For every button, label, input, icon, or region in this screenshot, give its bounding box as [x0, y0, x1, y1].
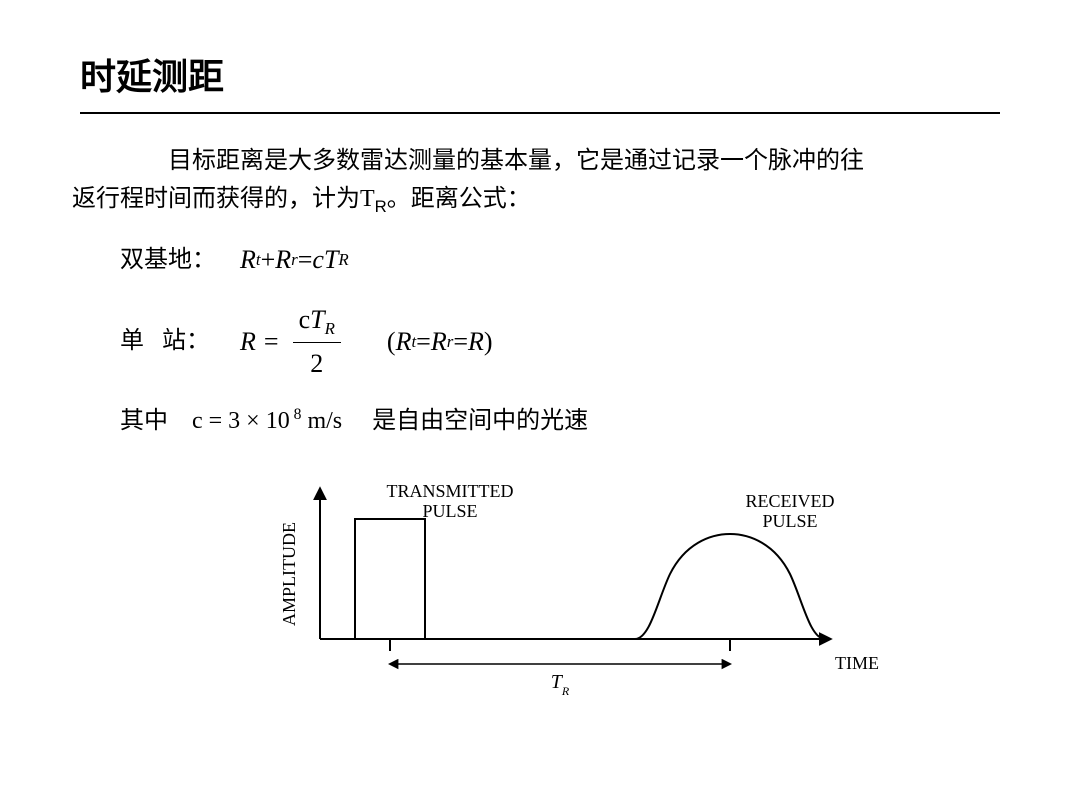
paren-open: (: [387, 321, 396, 363]
monostatic-row: 单 站： R = cTR 2 ( Rt = Rr = R ): [120, 299, 1000, 385]
intro-paragraph: 目标距离是大多数雷达测量的基本量，它是通过记录一个脉冲的往 返行程时间而获得的，…: [120, 142, 1000, 221]
svg-text:RECEIVED: RECEIVED: [746, 491, 835, 511]
svg-text:TIME: TIME: [835, 653, 879, 673]
frac-den: 2: [304, 343, 329, 385]
p-eq1: =: [416, 321, 431, 363]
cTr-sub: R: [338, 246, 348, 273]
p-Rr: R: [431, 321, 447, 363]
frac-T: T: [310, 305, 324, 334]
pulse-diagram: AMPLITUDETRANSMITTEDPULSERECEIVEDPULSETI…: [240, 469, 880, 699]
svg-text:TRANSMITTED: TRANSMITTED: [387, 481, 514, 501]
slide-body: 目标距离是大多数雷达测量的基本量，它是通过记录一个脉冲的往 返行程时间而获得的，…: [80, 142, 1000, 699]
monostatic-label: 单 站：: [120, 322, 240, 360]
pulse-diagram-wrap: AMPLITUDETRANSMITTEDPULSERECEIVEDPULSETI…: [120, 469, 1000, 699]
svg-text:PULSE: PULSE: [422, 501, 477, 521]
p-Rr-sub: r: [447, 328, 454, 355]
mono-label-1: 单: [120, 328, 144, 354]
bistatic-eq: Rt + Rr = cTR: [240, 239, 349, 281]
bistatic-label: 双基地：: [120, 241, 240, 279]
mono-frac: cTR 2: [293, 299, 341, 385]
speed-note: 其中 c = 3 × 10 8 m/s 是自由空间中的光速: [120, 402, 1000, 440]
p-Rt: R: [396, 321, 412, 363]
para-line1: 目标距离是大多数雷达测量的基本量，它是通过记录一个脉冲的往: [168, 148, 864, 174]
slide-title: 时延测距: [80, 48, 1000, 100]
Rr: R: [275, 239, 291, 281]
note-post: 是自由空间中的光速: [348, 408, 588, 434]
mono-R: R: [240, 321, 256, 363]
monostatic-eq: R = cTR 2: [240, 299, 347, 385]
Rr-sub: r: [291, 246, 298, 273]
frac-sub: R: [325, 319, 335, 338]
eq-sign: =: [298, 239, 313, 281]
title-rule: [80, 112, 1000, 114]
cTr: cT: [312, 239, 338, 281]
mono-eq-sign: =: [264, 321, 279, 363]
monostatic-paren: ( Rt = Rr = R ): [387, 321, 493, 363]
Rt: R: [240, 239, 256, 281]
note-exp: 8: [290, 406, 302, 423]
plus: +: [261, 239, 276, 281]
para-line2-pre: 返行程时间而获得的，计为T: [72, 186, 375, 212]
svg-text:PULSE: PULSE: [762, 511, 817, 531]
paren-close: ): [484, 321, 493, 363]
bistatic-row: 双基地： Rt + Rr = cTR: [120, 239, 1000, 281]
p-R: R: [468, 321, 484, 363]
p-eq2: =: [453, 321, 468, 363]
note-unit: m/s: [301, 408, 342, 434]
para-line2-sub: R: [375, 197, 387, 216]
note-pre: 其中 c = 3 × 10: [120, 408, 290, 434]
mono-label-2: 站：: [162, 328, 210, 354]
frac-c: c: [299, 305, 311, 334]
para-line2-post: 。距离公式：: [387, 186, 531, 212]
svg-text:AMPLITUDE: AMPLITUDE: [279, 522, 299, 626]
svg-text:TR: TR: [551, 671, 570, 698]
